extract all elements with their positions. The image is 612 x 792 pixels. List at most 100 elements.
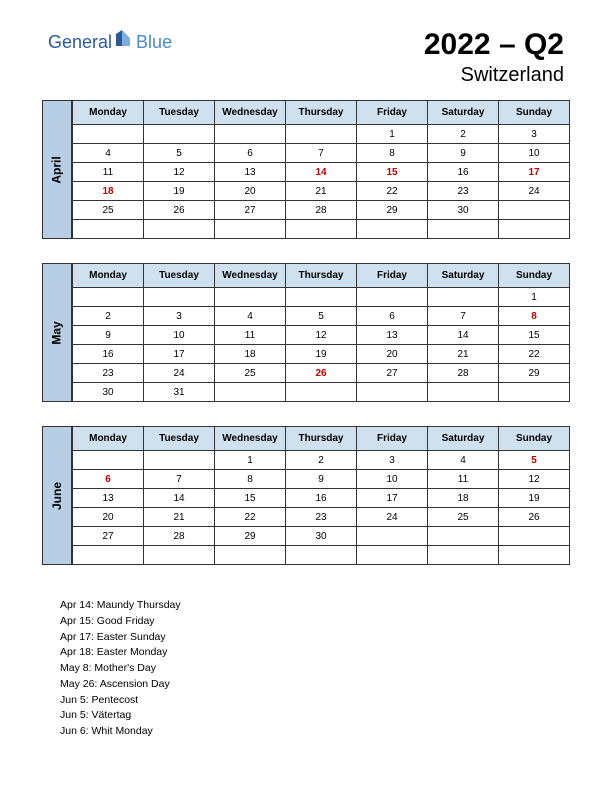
table-row: 1: [73, 288, 570, 307]
calendar-table: MondayTuesdayWednesdayThursdayFridaySatu…: [72, 263, 570, 402]
day-cell: 8: [215, 470, 286, 489]
day-cell: 19: [144, 182, 215, 201]
day-cell: 22: [499, 345, 570, 364]
page-title: 2022 – Q2: [424, 28, 564, 62]
day-cell: 22: [215, 508, 286, 527]
day-cell: 30: [286, 527, 357, 546]
day-cell: 9: [73, 326, 144, 345]
day-header: Sunday: [499, 427, 570, 451]
day-cell: [73, 288, 144, 307]
holiday-item: Jun 5: Pentecost: [60, 693, 181, 709]
day-cell: [286, 288, 357, 307]
day-header: Monday: [73, 427, 144, 451]
table-row: [73, 546, 570, 565]
day-cell: 28: [428, 364, 499, 383]
holiday-item: Apr 18: Easter Monday: [60, 645, 181, 661]
day-cell: 2: [428, 125, 499, 144]
day-cell: 4: [73, 144, 144, 163]
logo-icon: [116, 30, 134, 49]
day-cell: 31: [144, 383, 215, 402]
day-cell: 30: [428, 201, 499, 220]
day-cell: 4: [215, 307, 286, 326]
day-cell: 16: [73, 345, 144, 364]
day-cell: 28: [286, 201, 357, 220]
day-cell: [357, 220, 428, 239]
table-row: 12345: [73, 451, 570, 470]
day-cell: [73, 125, 144, 144]
calendar-table: MondayTuesdayWednesdayThursdayFridaySatu…: [72, 426, 570, 565]
day-header: Tuesday: [144, 264, 215, 288]
day-cell: 12: [499, 470, 570, 489]
day-cell: [144, 451, 215, 470]
table-row: 3031: [73, 383, 570, 402]
day-cell: 29: [499, 364, 570, 383]
holiday-item: Apr 14: Maundy Thursday: [60, 598, 181, 614]
day-cell: [428, 220, 499, 239]
holiday-item: Jun 5: Vätertag: [60, 708, 181, 724]
holiday-item: Apr 15: Good Friday: [60, 614, 181, 630]
day-cell: 16: [286, 489, 357, 508]
day-cell: [144, 288, 215, 307]
calendar-container: AprilMondayTuesdayWednesdayThursdayFrida…: [42, 100, 570, 589]
day-cell: 26: [144, 201, 215, 220]
holiday-list: Apr 14: Maundy ThursdayApr 15: Good Frid…: [60, 598, 181, 740]
table-row: 11121314151617: [73, 163, 570, 182]
day-cell: [286, 383, 357, 402]
header: 2022 – Q2 Switzerland: [424, 28, 564, 87]
table-row: 9101112131415: [73, 326, 570, 345]
day-cell: 5: [499, 451, 570, 470]
table-row: 16171819202122: [73, 345, 570, 364]
day-cell: 23: [428, 182, 499, 201]
day-cell: 1: [357, 125, 428, 144]
day-cell: 6: [215, 144, 286, 163]
day-cell: 21: [286, 182, 357, 201]
day-cell: 24: [499, 182, 570, 201]
day-cell: [357, 383, 428, 402]
day-cell: [215, 288, 286, 307]
day-cell: 12: [144, 163, 215, 182]
day-header: Wednesday: [215, 427, 286, 451]
day-cell: [144, 546, 215, 565]
day-cell: 13: [357, 326, 428, 345]
day-cell: 6: [357, 307, 428, 326]
month-label: May: [42, 263, 72, 402]
day-cell: 20: [215, 182, 286, 201]
day-cell: 21: [144, 508, 215, 527]
day-cell: [73, 220, 144, 239]
day-cell: 21: [428, 345, 499, 364]
day-cell: [286, 220, 357, 239]
day-cell: 18: [215, 345, 286, 364]
table-row: 123: [73, 125, 570, 144]
holiday-item: Jun 6: Whit Monday: [60, 724, 181, 740]
day-cell: 3: [144, 307, 215, 326]
day-cell: [499, 383, 570, 402]
day-cell: [215, 383, 286, 402]
day-cell: 11: [73, 163, 144, 182]
month-block: MayMondayTuesdayWednesdayThursdayFridayS…: [42, 263, 570, 402]
day-cell: [428, 383, 499, 402]
day-cell: [357, 288, 428, 307]
day-cell: 18: [428, 489, 499, 508]
day-cell: 25: [73, 201, 144, 220]
day-cell: [73, 546, 144, 565]
day-cell: 2: [286, 451, 357, 470]
day-cell: 26: [286, 364, 357, 383]
day-cell: [357, 546, 428, 565]
day-header: Friday: [357, 101, 428, 125]
logo: General Blue: [48, 30, 172, 53]
table-row: 45678910: [73, 144, 570, 163]
day-header: Tuesday: [144, 427, 215, 451]
day-header: Thursday: [286, 427, 357, 451]
day-cell: [499, 527, 570, 546]
day-cell: 19: [499, 489, 570, 508]
day-cell: 13: [215, 163, 286, 182]
day-cell: 7: [144, 470, 215, 489]
day-cell: [428, 527, 499, 546]
logo-text-blue: Blue: [136, 32, 172, 53]
day-cell: 4: [428, 451, 499, 470]
day-cell: 27: [357, 364, 428, 383]
day-cell: 12: [286, 326, 357, 345]
day-cell: [357, 527, 428, 546]
day-cell: [499, 201, 570, 220]
day-cell: 15: [357, 163, 428, 182]
